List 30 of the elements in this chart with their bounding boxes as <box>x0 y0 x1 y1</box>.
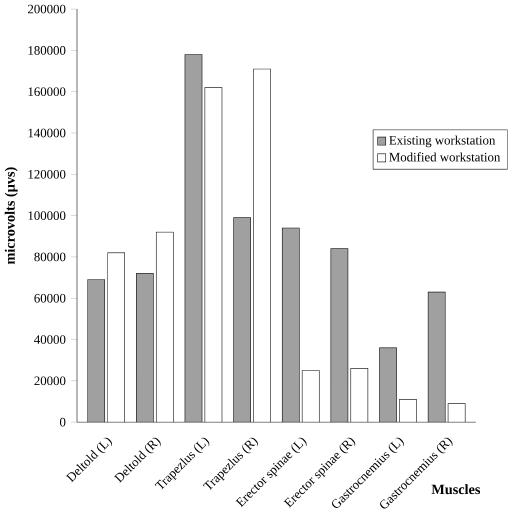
y-tick-label: 200000 <box>28 4 66 14</box>
y-tick-label: 20000 <box>34 376 66 386</box>
y-tick-label: 180000 <box>28 46 66 55</box>
bar <box>399 399 417 422</box>
y-tick-label: 40000 <box>34 335 66 344</box>
y-tick-label: 140000 <box>28 128 66 138</box>
y-tick-label: 120000 <box>28 170 66 179</box>
bar <box>253 68 272 422</box>
bar <box>282 228 300 422</box>
bar <box>136 273 154 422</box>
bar <box>204 87 222 422</box>
bar <box>428 292 446 422</box>
y-axis-title: microvolts (µvs) <box>4 167 18 264</box>
bar <box>350 368 368 422</box>
y-tick-label: 160000 <box>28 87 66 96</box>
bar <box>302 370 320 422</box>
y-tick-label: 60000 <box>34 294 66 303</box>
bar <box>448 403 466 422</box>
bar <box>330 248 348 422</box>
y-tick-label: 0 <box>60 418 66 426</box>
bar <box>88 280 105 422</box>
bar <box>156 232 174 422</box>
y-tick-label: 80000 <box>34 252 66 262</box>
bar <box>380 348 397 422</box>
legend-label: Existing workstation <box>389 136 496 148</box>
bar <box>234 218 251 422</box>
bar <box>107 252 126 422</box>
bar <box>185 54 202 422</box>
legend-label: Modified workstation <box>389 152 500 162</box>
y-tick-label: 100000 <box>28 211 66 220</box>
